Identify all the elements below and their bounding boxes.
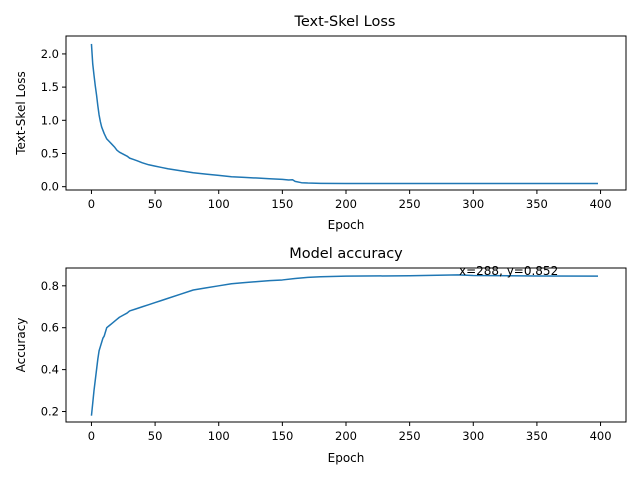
loss-x-tick-label: 100	[208, 197, 230, 211]
accuracy-x-tick-label: 150	[271, 429, 293, 443]
accuracy-plot-area: 0 50 100 150 200 250 300 350 400 0.2 0.4 0.6 0.8	[41, 274, 612, 443]
loss-plot-area: 0 50 100 150 200 250 300 350 400 0.0 0.5 1.0 1.5 2.0	[41, 43, 612, 211]
loss-x-tick-label: 200	[335, 197, 357, 211]
accuracy-x-tick-label: 0	[88, 429, 95, 443]
loss-x-tick-label: 400	[590, 197, 612, 211]
accuracy-x-tick-label: 200	[335, 429, 357, 443]
loss-axes-frame	[65, 35, 627, 191]
loss-x-tick-label: 0	[88, 197, 95, 211]
loss-y-axis-label: Text-Skel Loss	[14, 71, 28, 156]
accuracy-subplot: Model accuracy 0 50 100 150 200 250 300 350 4000…	[14, 246, 627, 465]
accuracy-x-tick-label: 350	[526, 429, 548, 443]
loss-chart-title: Text-Skel Loss	[293, 14, 395, 30]
loss-x-tick-label: 150	[271, 197, 293, 211]
loss-y-tick-label: 0.0	[41, 180, 59, 194]
loss-series-line	[90, 43, 598, 185]
accuracy-y-axis-label: Accuracy	[14, 318, 28, 373]
accuracy-annotation: x=288, y=0.852	[459, 264, 558, 278]
accuracy-axes-frame	[65, 267, 627, 423]
loss-y-tick-label: 2.0	[41, 47, 59, 61]
accuracy-series-line	[90, 274, 599, 416]
loss-x-axis-label: Epoch	[328, 218, 365, 232]
accuracy-chart-title: Model accuracy	[289, 246, 403, 262]
accuracy-x-axis-label: Epoch	[328, 451, 365, 465]
accuracy-x-tick-label: 250	[399, 429, 421, 443]
accuracy-x-tick-label: 400	[590, 429, 612, 443]
loss-x-tick-label: 50	[148, 197, 163, 211]
accuracy-y-tick-label: 0.4	[41, 363, 59, 377]
loss-subplot: Text-Skel Loss 0 50 100 150 200 250 300 350 4000…	[14, 14, 627, 232]
accuracy-y-tick-label: 0.6	[41, 321, 59, 335]
loss-x-tick-label: 250	[399, 197, 421, 211]
accuracy-y-tick-label: 0.8	[41, 279, 59, 293]
accuracy-y-tick-label: 0.2	[41, 405, 59, 419]
loss-y-tick-label: 0.5	[41, 146, 59, 160]
loss-x-tick-label: 350	[526, 197, 548, 211]
loss-y-tick-label: 1.5	[41, 80, 59, 94]
accuracy-x-tick-label: 100	[208, 429, 230, 443]
accuracy-x-tick-label: 300	[462, 429, 484, 443]
loss-y-tick-label: 1.0	[41, 113, 59, 127]
loss-x-tick-label: 300	[462, 197, 484, 211]
accuracy-x-tick-label: 50	[148, 429, 163, 443]
